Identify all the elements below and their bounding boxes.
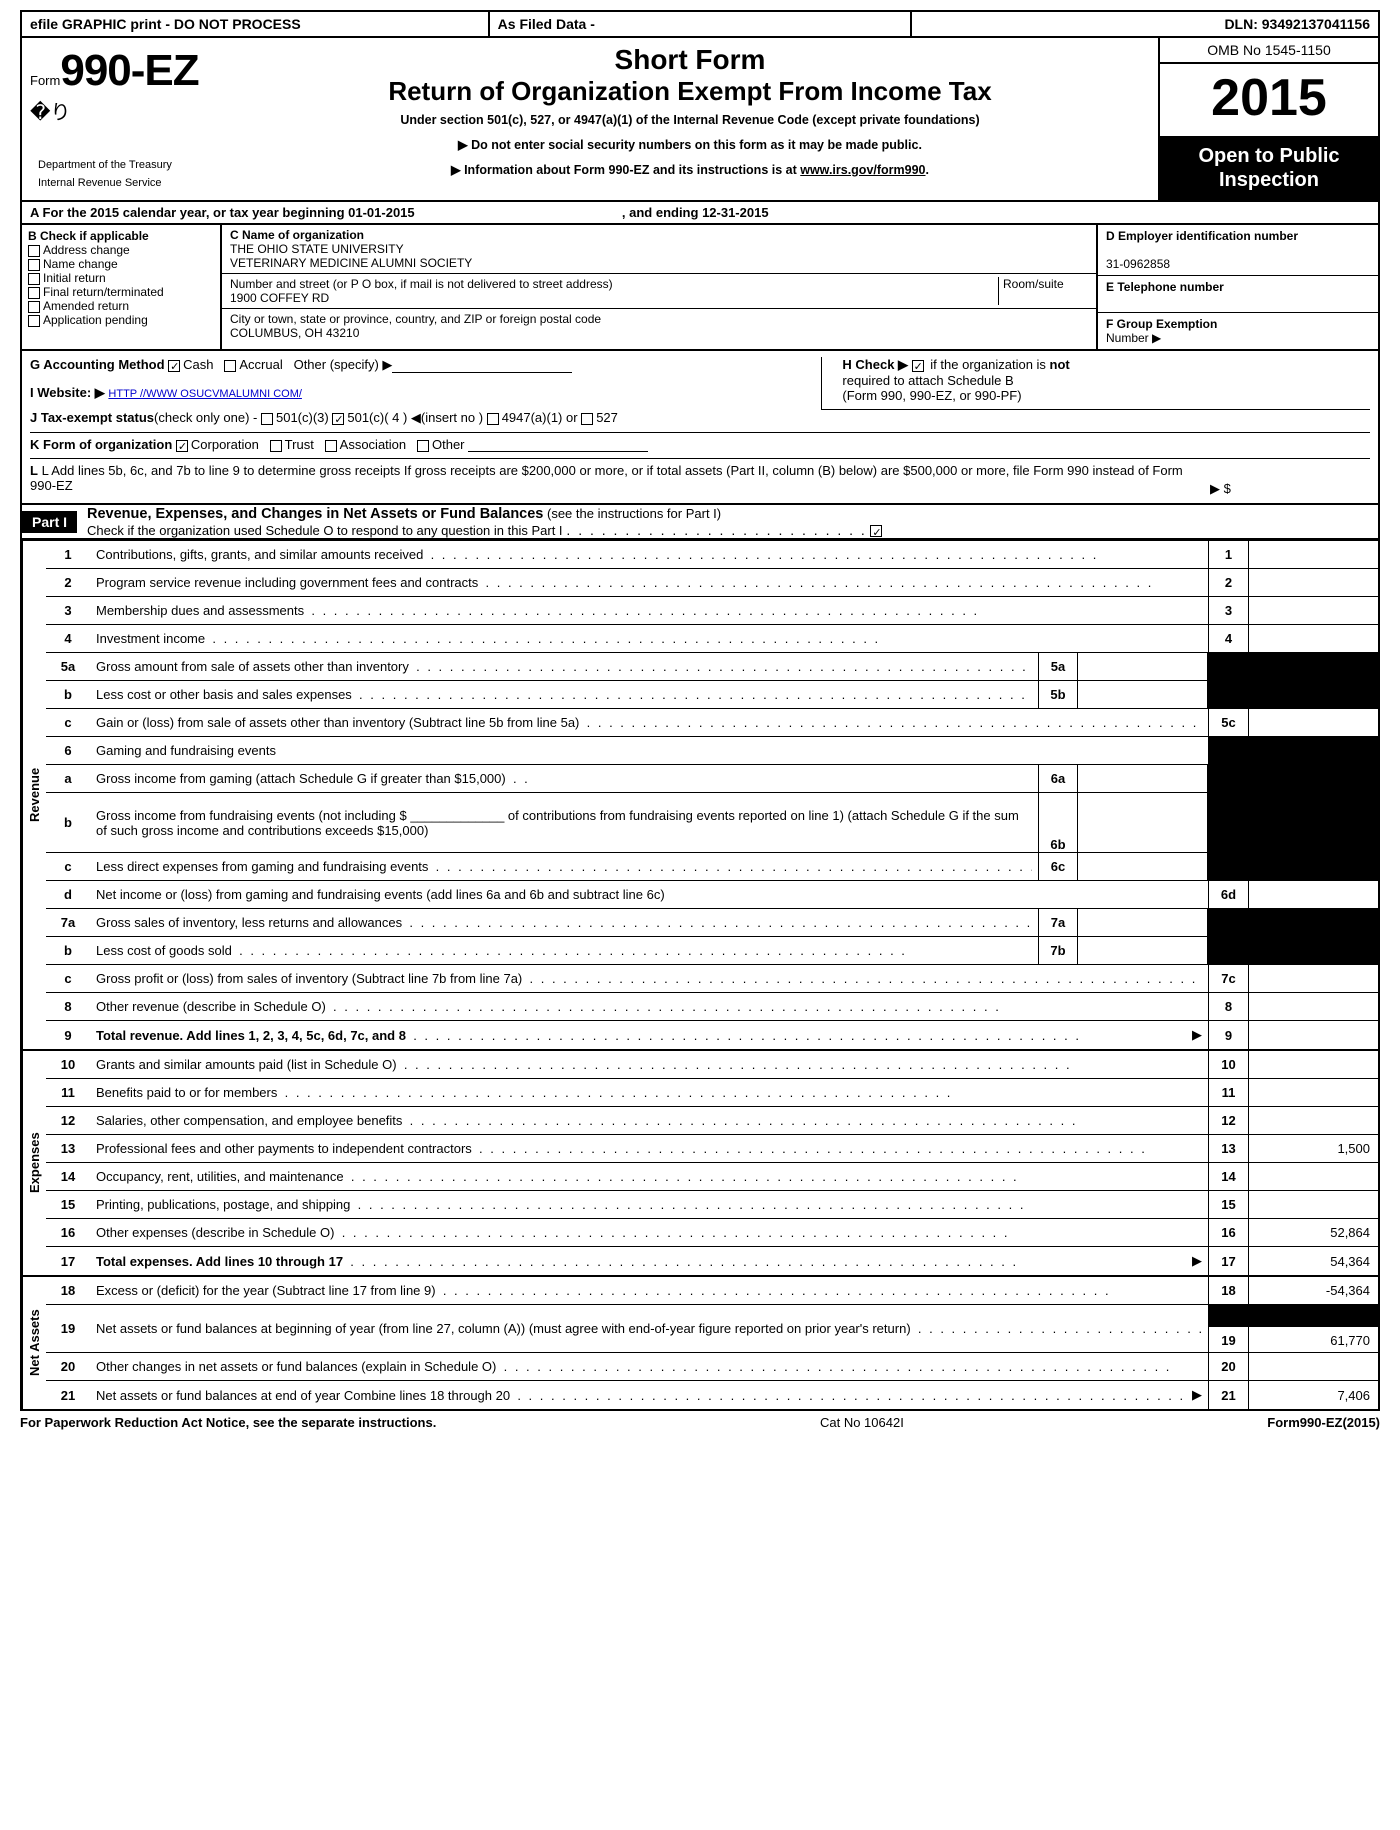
website-link[interactable]: HTTP //WWW OSUCVMALUMNI COM/ [108, 388, 302, 400]
instr-info: ▶ Information about Form 990-EZ and its … [230, 162, 1150, 177]
checkbox-address-change[interactable] [28, 245, 40, 257]
line-6c: cLess direct expenses from gaming and fu… [46, 853, 1378, 881]
line-7c: cGross profit or (loss) from sales of in… [46, 965, 1378, 993]
form-id-col: Form990-EZ �り Department of the Treasury… [22, 38, 222, 200]
form-footer: Form990-EZ(2015) [1056, 1415, 1380, 1430]
checkbox-sched-b[interactable] [912, 360, 924, 372]
dln: DLN: 93492137041156 [912, 12, 1378, 36]
paperwork-notice: For Paperwork Reduction Act Notice, see … [20, 1415, 668, 1430]
checkbox-corp[interactable] [176, 440, 188, 452]
under-section: Under section 501(c), 527, or 4947(a)(1)… [230, 113, 1150, 127]
line-6a: aGross income from gaming (attach Schedu… [46, 765, 1378, 793]
org-name-2: VETERINARY MEDICINE ALUMNI SOCIETY [230, 256, 472, 270]
checkbox-trust[interactable] [270, 440, 282, 452]
line-7a: 7aGross sales of inventory, less returns… [46, 909, 1378, 937]
line-17: 17Total expenses. Add lines 10 through 1… [46, 1247, 1378, 1275]
line-1: 1Contributions, gifts, grants, and simil… [46, 541, 1378, 569]
checkbox-amended[interactable] [28, 301, 40, 313]
checkbox-app-pending[interactable] [28, 315, 40, 327]
line-9: 9Total revenue. Add lines 1, 2, 3, 4, 5c… [46, 1021, 1378, 1049]
netassets-label: Net Assets [22, 1277, 46, 1409]
revenue-label: Revenue [22, 541, 46, 1049]
section-def: D Employer identification number 31-0962… [1098, 225, 1378, 349]
city-state-zip: COLUMBUS, OH 43210 [230, 326, 359, 340]
title-col: Short Form Return of Organization Exempt… [222, 38, 1158, 200]
line-3: 3Membership dues and assessments 3 [46, 597, 1378, 625]
year-col: OMB No 1545-1150 2015 Open to Public Ins… [1158, 38, 1378, 200]
checkbox-final-return[interactable] [28, 287, 40, 299]
open-public: Open to Public Inspection [1160, 136, 1378, 200]
line-6b: bGross income from fundraising events (n… [46, 793, 1378, 853]
line-11: 11Benefits paid to or for members 11 [46, 1079, 1378, 1107]
part1-table: Revenue 1Contributions, gifts, grants, a… [20, 540, 1380, 1411]
return-title: Return of Organization Exempt From Incom… [230, 76, 1150, 107]
netassets-section: Net Assets 18Excess or (deficit) for the… [22, 1277, 1378, 1409]
form-number: 990-EZ [60, 46, 198, 95]
line-5a: 5aGross amount from sale of assets other… [46, 653, 1378, 681]
footer: For Paperwork Reduction Act Notice, see … [20, 1411, 1380, 1434]
line-21: 21Net assets or fund balances at end of … [46, 1381, 1378, 1409]
form-header: Form990-EZ �り Department of the Treasury… [20, 38, 1380, 202]
line-7b: bLess cost of goods sold 7b [46, 937, 1378, 965]
checkbox-501c3[interactable] [261, 413, 273, 425]
short-form-label: Short Form [230, 44, 1150, 76]
irs-link[interactable]: www.irs.gov/form990 [800, 163, 925, 177]
checkbox-527[interactable] [581, 413, 593, 425]
bcdef-row: B Check if applicable Address change Nam… [20, 225, 1380, 351]
cat-no: Cat No 10642I [668, 1415, 1057, 1430]
line-20: 20Other changes in net assets or fund ba… [46, 1353, 1378, 1381]
line-8: 8Other revenue (describe in Schedule O) … [46, 993, 1378, 1021]
checkbox-accrual[interactable] [224, 360, 236, 372]
line-10: 10Grants and similar amounts paid (list … [46, 1051, 1378, 1079]
checkbox-initial-return[interactable] [28, 273, 40, 285]
revenue-section: Revenue 1Contributions, gifts, grants, a… [22, 541, 1378, 1051]
expenses-label: Expenses [22, 1051, 46, 1275]
part1-header: Part I Revenue, Expenses, and Changes in… [20, 505, 1380, 540]
ein: 31-0962858 [1106, 257, 1170, 271]
org-name-1: THE OHIO STATE UNIVERSITY [230, 242, 404, 256]
street-address: 1900 COFFEY RD [230, 291, 329, 305]
line-16: 16Other expenses (describe in Schedule O… [46, 1219, 1378, 1247]
dept-treasury: Department of the Treasury [30, 155, 214, 173]
instr-ssn: ▶ Do not enter social security numbers o… [230, 137, 1150, 152]
checkbox-sched-o[interactable] [870, 525, 882, 537]
section-b: B Check if applicable Address change Nam… [22, 225, 222, 349]
line-15: 15Printing, publications, postage, and s… [46, 1191, 1378, 1219]
omb-number: OMB No 1545-1150 [1160, 38, 1378, 64]
checkbox-cash[interactable] [168, 360, 180, 372]
line-4: 4Investment income 4 [46, 625, 1378, 653]
line-18: 18Excess or (deficit) for the year (Subt… [46, 1277, 1378, 1305]
checkbox-name-change[interactable] [28, 259, 40, 271]
topbar: efile GRAPHIC print - DO NOT PROCESS As … [20, 10, 1380, 38]
line-6d: dNet income or (loss) from gaming and fu… [46, 881, 1378, 909]
form-page: efile GRAPHIC print - DO NOT PROCESS As … [0, 0, 1400, 1444]
checkbox-4947[interactable] [487, 413, 499, 425]
dept-irs: Internal Revenue Service [30, 173, 214, 191]
line-13: 13Professional fees and other payments t… [46, 1135, 1378, 1163]
ghijkl-block: G Accounting Method Cash Accrual Other (… [20, 351, 1380, 505]
line-5b: bLess cost or other basis and sales expe… [46, 681, 1378, 709]
checkbox-other-org[interactable] [417, 440, 429, 452]
line-6: 6Gaming and fundraising events [46, 737, 1378, 765]
line-19: 19Net assets or fund balances at beginni… [46, 1305, 1378, 1353]
line-12: 12Salaries, other compensation, and empl… [46, 1107, 1378, 1135]
expenses-section: Expenses 10Grants and similar amounts pa… [22, 1051, 1378, 1277]
efile-notice: efile GRAPHIC print - DO NOT PROCESS [22, 12, 490, 36]
line-2: 2Program service revenue including gover… [46, 569, 1378, 597]
section-a: A For the 2015 calendar year, or tax yea… [20, 202, 1380, 225]
line-14: 14Occupancy, rent, utilities, and mainte… [46, 1163, 1378, 1191]
checkbox-501c[interactable] [332, 413, 344, 425]
line-5c: cGain or (loss) from sale of assets othe… [46, 709, 1378, 737]
section-c: C Name of organization THE OHIO STATE UN… [222, 225, 1098, 349]
as-filed: As Filed Data - [490, 12, 913, 36]
checkbox-assoc[interactable] [325, 440, 337, 452]
tax-year: 2015 [1160, 64, 1378, 136]
